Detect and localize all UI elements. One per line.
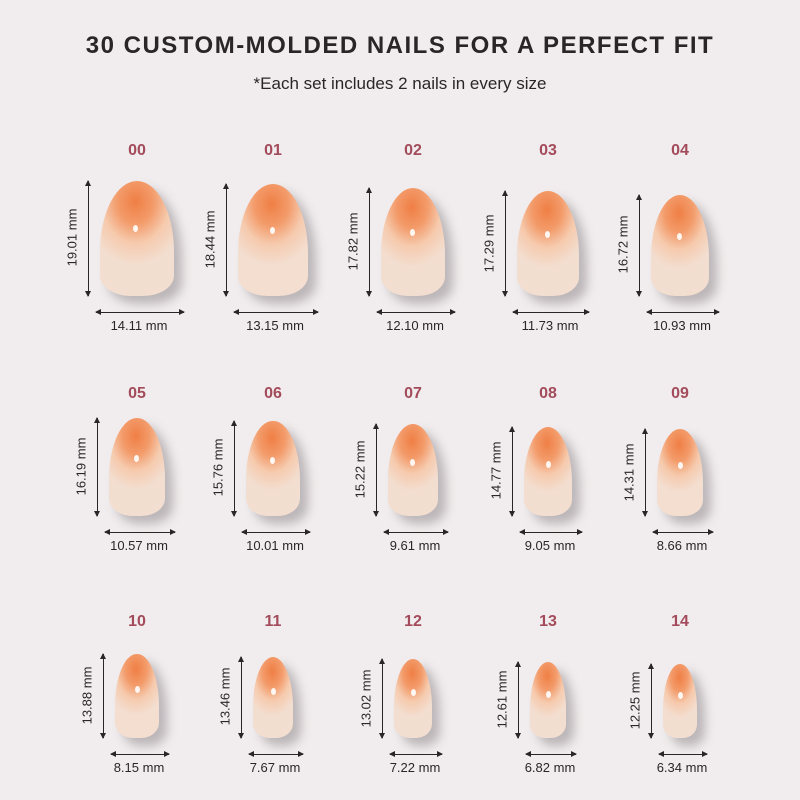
nail-image xyxy=(246,420,300,516)
width-arrow xyxy=(233,309,319,315)
size-label: 10 xyxy=(128,613,146,630)
length-arrow xyxy=(642,428,649,517)
length-label: 18.44 mm xyxy=(202,210,218,269)
nail-image xyxy=(99,180,175,296)
width-label: 8.15 mm xyxy=(113,760,165,775)
length-arrow xyxy=(648,662,655,740)
width-arrow xyxy=(241,529,311,535)
length-arrow xyxy=(100,653,107,739)
width-arrow xyxy=(388,751,444,757)
length-label: 12.25 mm xyxy=(627,671,643,730)
size-label: 00 xyxy=(128,142,146,159)
length-label: 16.72 mm xyxy=(615,216,631,274)
page-subtitle: *Each set includes 2 nails in every size xyxy=(253,74,547,93)
length-arrow xyxy=(636,193,643,298)
size-label: 14 xyxy=(671,613,689,630)
nail-image xyxy=(657,429,703,516)
length-label: 17.82 mm xyxy=(345,212,361,271)
size-label: 09 xyxy=(671,385,689,402)
length-arrow xyxy=(372,422,379,518)
width-label: 12.10 mm xyxy=(386,318,444,333)
width-arrow xyxy=(103,529,177,535)
nail-image xyxy=(380,188,446,296)
length-arrow xyxy=(223,183,230,297)
width-arrow xyxy=(110,751,170,757)
length-label: 17.29 mm xyxy=(481,214,497,273)
width-label: 8.66 mm xyxy=(656,538,708,553)
size-label: 01 xyxy=(264,142,282,159)
width-arrow xyxy=(519,529,583,535)
nail-image xyxy=(115,654,159,738)
length-label: 15.76 mm xyxy=(210,438,226,497)
length-arrow xyxy=(501,190,508,297)
length-arrow xyxy=(231,419,238,518)
nail-image xyxy=(651,194,709,296)
length-label: 12.61 mm xyxy=(494,670,510,729)
nail-image xyxy=(252,656,294,738)
width-label: 10.01 mm xyxy=(246,538,304,553)
size-label: 04 xyxy=(671,142,689,159)
size-label: 02 xyxy=(404,142,422,159)
nail-image xyxy=(108,418,165,516)
length-label: 13.88 mm xyxy=(79,666,95,725)
width-label: 10.57 mm xyxy=(110,538,168,553)
nail-image xyxy=(529,661,567,738)
width-arrow xyxy=(247,751,304,757)
nail-image xyxy=(238,184,308,296)
width-arrow xyxy=(511,309,591,315)
width-label: 7.22 mm xyxy=(389,760,441,775)
size-label: 07 xyxy=(404,385,422,402)
width-arrow xyxy=(94,309,186,315)
size-label: 13 xyxy=(539,613,557,630)
length-arrow xyxy=(93,417,100,517)
length-arrow xyxy=(378,658,385,739)
length-label: 13.46 mm xyxy=(217,667,233,726)
length-arrow xyxy=(237,655,244,740)
size-label: 06 xyxy=(264,385,282,402)
length-arrow xyxy=(514,660,521,740)
length-label: 14.31 mm xyxy=(621,443,637,502)
width-label: 10.93 mm xyxy=(653,318,711,333)
nail-image xyxy=(524,426,572,516)
width-label: 14.11 mm xyxy=(110,318,168,333)
length-arrow xyxy=(509,425,516,518)
length-label: 15.22 mm xyxy=(352,440,368,499)
length-arrow xyxy=(84,179,91,297)
nail-image xyxy=(516,191,580,296)
page-title: 30 CUSTOM-MOLDED NAILS FOR A PERFECT FIT xyxy=(85,32,715,59)
width-label: 6.82 mm xyxy=(524,760,576,775)
width-label: 7.67 mm xyxy=(249,760,301,775)
length-label: 19.01 mm xyxy=(64,209,80,267)
size-label: 11 xyxy=(264,613,282,630)
width-label: 6.34 mm xyxy=(656,760,708,775)
length-arrow xyxy=(365,187,372,297)
length-label: 16.19 mm xyxy=(73,437,89,496)
nail-image xyxy=(663,663,697,738)
width-arrow xyxy=(382,529,450,535)
width-label: 13.15 mm xyxy=(246,318,304,333)
length-label: 13.02 mm xyxy=(358,669,374,728)
length-label: 14.77 mm xyxy=(488,441,504,500)
size-label: 03 xyxy=(539,142,557,159)
width-arrow xyxy=(658,751,708,757)
nail-image xyxy=(387,423,439,516)
size-label: 08 xyxy=(539,385,557,402)
width-arrow xyxy=(652,529,714,535)
width-arrow xyxy=(524,751,578,757)
nail-image xyxy=(393,659,433,738)
width-arrow xyxy=(646,309,720,315)
size-label: 05 xyxy=(128,385,146,402)
width-label: 11.73 mm xyxy=(521,318,579,333)
size-label: 12 xyxy=(404,613,422,630)
width-arrow xyxy=(375,309,457,315)
width-label: 9.61 mm xyxy=(389,538,441,553)
width-label: 9.05 mm xyxy=(524,538,576,553)
